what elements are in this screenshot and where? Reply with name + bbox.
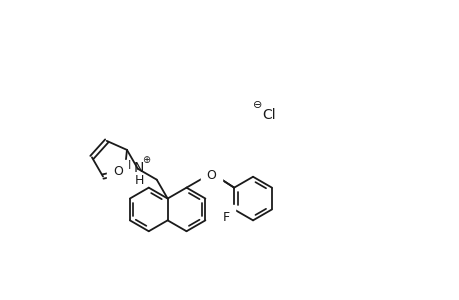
Text: ⊖: ⊖ [252, 100, 262, 110]
Text: N: N [134, 161, 144, 175]
Text: H: H [135, 174, 144, 187]
Text: Cl: Cl [262, 108, 276, 122]
Text: O: O [112, 165, 123, 178]
Text: ⊕: ⊕ [141, 155, 150, 165]
Text: O: O [206, 169, 216, 182]
Text: F: F [222, 211, 230, 224]
Text: H: H [121, 159, 130, 172]
